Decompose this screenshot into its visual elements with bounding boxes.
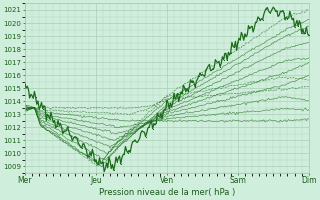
X-axis label: Pression niveau de la mer( hPa ): Pression niveau de la mer( hPa ) bbox=[99, 188, 235, 197]
